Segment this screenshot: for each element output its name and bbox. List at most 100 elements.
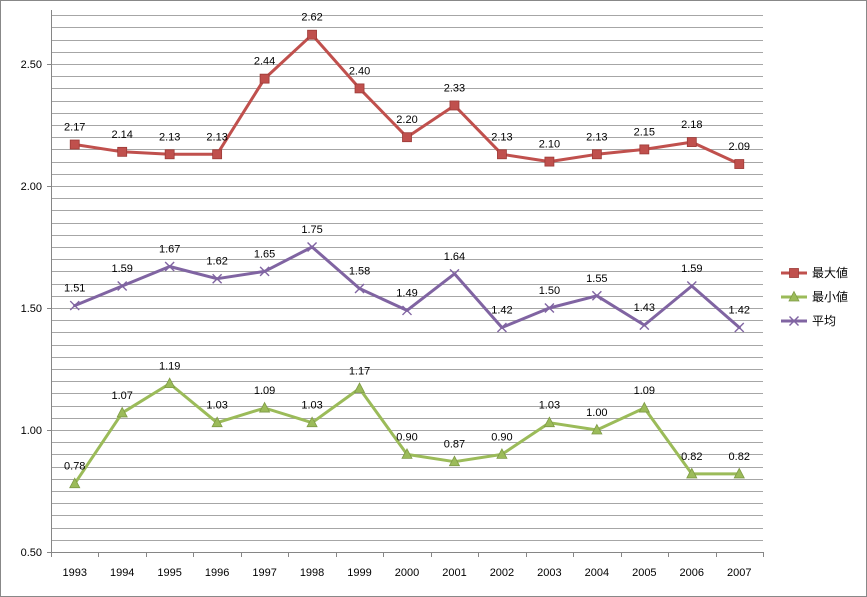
data-label: 0.82 — [729, 451, 750, 463]
legend-label: 最大値 — [812, 265, 848, 280]
data-label: 2.13 — [491, 131, 512, 143]
data-point — [448, 455, 461, 467]
data-point — [307, 242, 318, 252]
data-label: 1.17 — [349, 366, 370, 378]
data-label: 0.87 — [444, 439, 465, 451]
data-point — [258, 401, 271, 413]
legend-item: 最小値 — [781, 289, 848, 304]
y-tick-label: 1.50 — [21, 303, 42, 315]
data-label: 1.03 — [539, 400, 560, 412]
data-point — [638, 401, 650, 413]
y-tick-label: 2.00 — [21, 181, 42, 193]
x-tick-label: 1998 — [300, 567, 324, 579]
marker-stroke — [591, 290, 602, 301]
x-tick-label: 2000 — [395, 567, 419, 579]
data-point — [686, 467, 698, 479]
data-label: 2.18 — [681, 119, 702, 131]
data-label: 1.03 — [301, 400, 322, 412]
data-label: 2.44 — [254, 56, 275, 68]
data-point — [69, 300, 80, 311]
series-1: 0.78 1.07 1.19 1.03 1.09 1.03 1.17 0.90 0.87 0.90… — [64, 361, 750, 489]
data-point — [69, 477, 81, 489]
data-label: 0.82 — [681, 451, 702, 463]
data-point — [354, 283, 365, 294]
data-point — [639, 144, 650, 155]
data-label: 1.03 — [206, 400, 227, 412]
data-label: 2.13 — [159, 131, 180, 143]
data-label: 2.09 — [729, 141, 750, 153]
data-label: 0.78 — [64, 461, 85, 473]
data-label: 1.59 — [111, 263, 132, 275]
legend-label: 平均 — [812, 314, 836, 328]
marker-stroke — [639, 320, 650, 331]
marker-stroke — [686, 281, 697, 292]
data-label: 1.67 — [159, 244, 180, 256]
data-label: 1.43 — [634, 302, 655, 314]
marker-stroke — [117, 281, 128, 292]
data-point — [543, 416, 556, 428]
marker-stroke — [496, 322, 507, 333]
data-label: 2.40 — [349, 65, 370, 77]
x-tick-label: 2004 — [585, 567, 609, 579]
data-point — [116, 406, 128, 418]
y-tick-label: 0.50 — [21, 547, 42, 559]
legend-marker — [789, 268, 799, 278]
data-point — [401, 448, 413, 459]
x-tick-label: 2002 — [490, 567, 514, 579]
series-group: 2.17 2.14 2.13 2.13 2.44 2.62 2.40 2.20 2.33 2.13… — [64, 12, 750, 489]
x-tick-label: 1994 — [110, 567, 134, 579]
marker-stroke — [449, 268, 460, 279]
data-label: 2.62 — [301, 12, 322, 24]
axes — [47, 10, 763, 556]
data-label: 2.17 — [64, 122, 85, 134]
data-label: 2.13 — [586, 131, 607, 143]
legend-item: 最大値 — [781, 265, 848, 280]
data-label: 1.09 — [254, 385, 275, 397]
data-point — [164, 149, 175, 160]
data-label: 2.10 — [539, 139, 560, 151]
marker-stroke — [69, 300, 80, 311]
data-point — [686, 137, 697, 147]
data-point — [354, 83, 365, 94]
data-label: 1.42 — [729, 305, 750, 317]
data-point — [496, 322, 507, 333]
data-label: 1.00 — [586, 407, 607, 419]
data-point — [449, 268, 460, 279]
data-label: 1.55 — [586, 273, 607, 285]
data-label: 1.09 — [634, 385, 655, 397]
data-label: 2.13 — [206, 131, 227, 143]
data-point — [544, 156, 555, 167]
legend-marker — [789, 316, 799, 326]
data-label: 0.90 — [396, 431, 417, 443]
marker-stroke — [307, 242, 318, 252]
legend-item: 平均 — [781, 314, 836, 328]
legend-marker — [788, 290, 800, 302]
data-point — [211, 416, 223, 428]
data-point — [591, 290, 602, 301]
data-point — [733, 467, 745, 479]
x-tick-label: 2005 — [632, 567, 656, 579]
data-point — [639, 320, 650, 331]
data-point — [449, 100, 460, 111]
data-label: 2.14 — [111, 129, 132, 141]
data-label: 2.33 — [444, 82, 465, 94]
series-2: 1.51 1.59 1.67 1.62 1.65 1.75 1.58 1.49 1.64 1.42… — [64, 224, 750, 333]
data-point — [212, 273, 223, 284]
data-label: 1.19 — [159, 361, 180, 373]
data-label: 2.20 — [396, 114, 417, 126]
data-label: 2.15 — [634, 126, 655, 138]
data-point — [259, 266, 270, 277]
data-label: 1.07 — [111, 390, 132, 402]
y-tick-label: 2.50 — [21, 59, 42, 71]
data-label: 1.64 — [444, 251, 465, 263]
x-tick-label: 2001 — [442, 567, 466, 579]
data-label: 1.50 — [539, 285, 560, 297]
data-point — [307, 29, 317, 40]
x-tick-label: 1993 — [62, 567, 86, 579]
data-point — [734, 159, 745, 169]
data-label: 1.51 — [64, 283, 85, 295]
data-point — [591, 149, 602, 160]
